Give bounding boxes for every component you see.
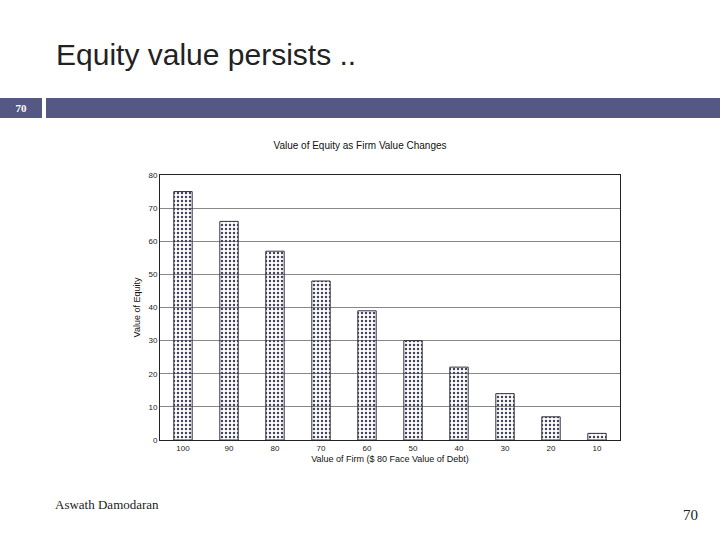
html-text:70: 70 (683, 507, 698, 523)
svg-text:10: 10 (148, 403, 157, 412)
html-text:Equity value persists ..: Equity value persists .. (56, 38, 357, 71)
svg-text:10: 10 (593, 444, 602, 453)
svg-text:Value of Equity as Firm Value: Value of Equity as Firm Value Changes (273, 140, 446, 151)
svg-text:50: 50 (148, 270, 157, 279)
svg-text:0: 0 (153, 436, 158, 445)
svg-text:80: 80 (271, 444, 280, 453)
svg-text:60: 60 (363, 444, 372, 453)
svg-text:30: 30 (501, 444, 510, 453)
svg-text:100: 100 (176, 444, 190, 453)
svg-text:40: 40 (455, 444, 464, 453)
svg-text:Value of Equity: Value of Equity (132, 277, 142, 337)
svg-text:50: 50 (409, 444, 418, 453)
svg-text:20: 20 (148, 370, 157, 379)
html-text:Aswath Damodaran: Aswath Damodaran (55, 497, 159, 512)
svg-text:70: 70 (148, 204, 157, 213)
svg-text:20: 20 (547, 444, 556, 453)
svg-text:30: 30 (148, 336, 157, 345)
svg-text:Value of Firm ($ 80 Face Value: Value of Firm ($ 80 Face Value of Debt) (311, 454, 469, 464)
svg-text:80: 80 (148, 171, 157, 180)
svg-text:40: 40 (148, 303, 157, 312)
svg-text:70: 70 (317, 444, 326, 453)
html-text:70: 70 (15, 102, 27, 114)
svg-text:60: 60 (148, 237, 157, 246)
svg-text:90: 90 (225, 444, 234, 453)
